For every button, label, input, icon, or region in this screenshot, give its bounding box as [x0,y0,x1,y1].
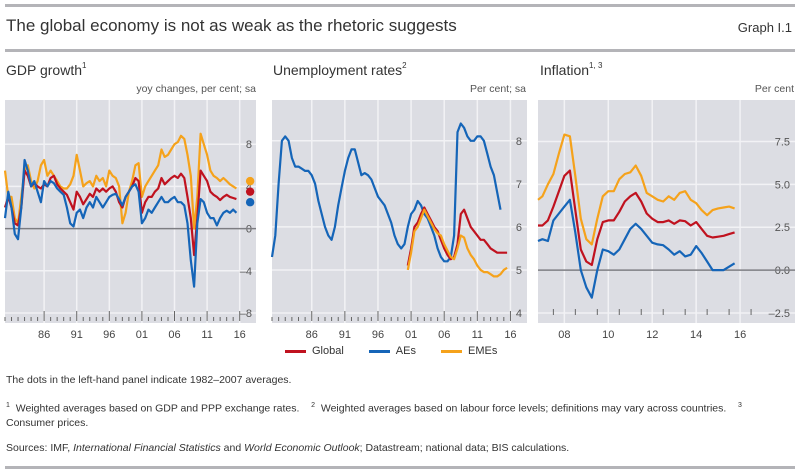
figure-title: The global economy is not as weak as the… [6,16,457,35]
y-tick-label: 6 [516,222,522,234]
y-tick-label: 7.5 [775,136,790,148]
x-tick-label: 12 [646,329,658,341]
footnote-mark-2: 2 [311,402,316,409]
footnote-marker: 1 [82,61,87,70]
footnote-marker: 2 [402,61,407,70]
y-tick-label: 4 [516,308,522,320]
y-tick-label: 5 [516,265,522,277]
sources-suffix: ; Datastream; national data; BIS calcula… [359,442,570,454]
bottom-rule [5,466,795,469]
footnote-2: Weighted averages based on labour force … [320,402,727,415]
series-line-global [538,169,735,267]
x-tick-label: 16 [504,329,516,341]
y-tick-label: 0 [246,224,252,236]
title-rule [5,49,795,52]
y-tick-label: 5.0 [775,179,790,191]
legend-item-emes: EMEs [440,345,498,357]
sources-ifs: International Financial Statistics [73,442,221,454]
x-tick-label: 91 [339,329,351,341]
legend-item-aes: AEs [368,345,416,357]
footnote-mark-1: 1 [6,402,10,409]
x-tick-label: 01 [405,329,417,341]
legend-label: Global [312,345,344,357]
x-tick-label: 10 [602,329,614,341]
graph-number: Graph I.1 [737,20,792,35]
x-tick-label: 16 [734,329,746,341]
average-dot-emes [245,176,255,186]
panel-title-text: Unemployment rates [273,62,403,78]
series-line-emes [537,133,735,246]
unit-label-inflation: Per cent [754,83,794,95]
x-tick-label: 86 [306,329,318,341]
y-tick-label: 0.0 [775,265,790,277]
y-tick-label: 2.5 [775,222,790,234]
y-tick-label: 8 [246,139,252,151]
series-line-aes [537,198,736,299]
legend-swatch-aes [368,349,390,353]
y-tick-label: –8 [240,308,252,320]
series-line-emes [406,208,508,278]
sources-weo: World Economic Outlook [244,442,360,454]
x-tick-label: 16 [234,329,246,341]
legend: Global AEs EMEs [285,345,497,357]
panel-title-text: GDP growth [6,62,82,78]
panel-title-inflation: Inflation1, 3 [540,61,603,78]
x-tick-label: 96 [372,329,384,341]
average-dot-global [245,187,255,196]
x-tick-label: 14 [690,329,702,341]
panel-title-text: Inflation [540,62,590,78]
x-tick-label: 96 [103,329,115,341]
sources-prefix: Sources: IMF, [6,442,74,454]
footnote-mark-3: 3 [737,402,742,409]
y-tick-label: –2.5 [769,308,790,320]
x-tick-label: 11 [201,329,212,341]
legend-swatch-global [285,349,306,353]
footnotes: 1 Weighted averages based on GDP and PPP… [6,399,791,430]
average-dot-aes [245,198,255,207]
top-rule [5,4,795,7]
x-tick-label: 06 [168,329,180,341]
footnote-1: Weighted averages based on GDP and PPP e… [15,402,300,415]
x-tick-label: 08 [558,329,570,341]
legend-item-global: Global [285,345,344,357]
legend-label: EMEs [467,345,498,357]
series-line-aes [3,158,238,288]
sources: Sources: IMF, International Financial St… [6,441,569,455]
y-tick-label: –4 [240,266,252,278]
y-tick-label: 7 [516,179,522,191]
series-line-aes [270,122,502,263]
panel-title-gdp: GDP growth1 [6,61,87,78]
y-tick-label: 4 [246,181,252,193]
footnote-3: Consumer prices. [6,416,89,429]
legend-swatch-emes [440,349,462,353]
dots-note: The dots in the left-hand panel indicate… [6,374,292,386]
y-tick-label: 8 [516,136,522,148]
x-tick-label: 11 [472,329,483,341]
x-tick-label: 01 [136,329,148,341]
unit-label-gdp: yoy changes, per cent; sa [136,83,256,95]
x-tick-label: 06 [438,329,450,341]
plot-background [5,100,256,323]
x-tick-label: 86 [38,329,50,341]
x-tick-label: 91 [71,329,83,341]
plot-background [272,100,527,323]
footnote-marker: 1, 3 [589,61,603,70]
legend-label: AEs [395,345,416,357]
unit-label-unemployment: Per cent; sa [469,83,526,95]
panel-title-unemployment: Unemployment rates2 [273,61,407,78]
sources-and: and [220,442,245,454]
